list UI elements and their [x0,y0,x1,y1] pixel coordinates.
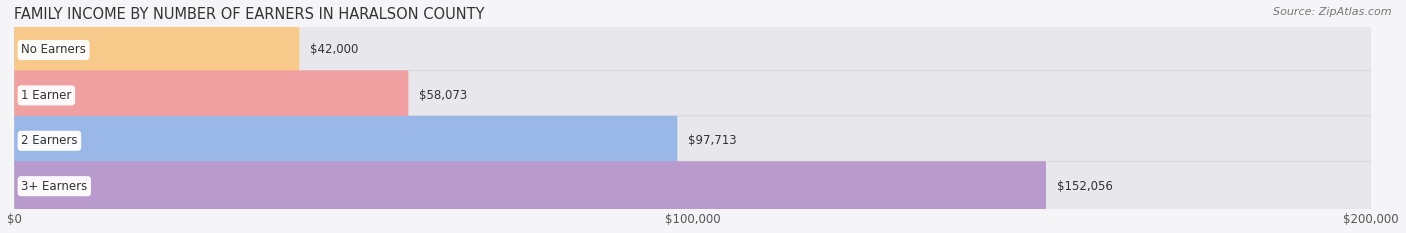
FancyBboxPatch shape [14,161,1371,211]
Text: $152,056: $152,056 [1057,180,1112,193]
FancyBboxPatch shape [14,116,678,166]
Text: Source: ZipAtlas.com: Source: ZipAtlas.com [1274,7,1392,17]
FancyBboxPatch shape [14,25,1371,75]
FancyBboxPatch shape [14,116,1371,166]
Text: 3+ Earners: 3+ Earners [21,180,87,193]
FancyBboxPatch shape [14,25,299,75]
Text: FAMILY INCOME BY NUMBER OF EARNERS IN HARALSON COUNTY: FAMILY INCOME BY NUMBER OF EARNERS IN HA… [14,7,485,22]
Text: $97,713: $97,713 [688,134,737,147]
FancyBboxPatch shape [14,161,1046,211]
Text: No Earners: No Earners [21,44,86,56]
Text: $58,073: $58,073 [419,89,467,102]
FancyBboxPatch shape [14,70,408,120]
Text: $42,000: $42,000 [311,44,359,56]
Text: 1 Earner: 1 Earner [21,89,72,102]
FancyBboxPatch shape [14,70,1371,120]
Text: 2 Earners: 2 Earners [21,134,77,147]
